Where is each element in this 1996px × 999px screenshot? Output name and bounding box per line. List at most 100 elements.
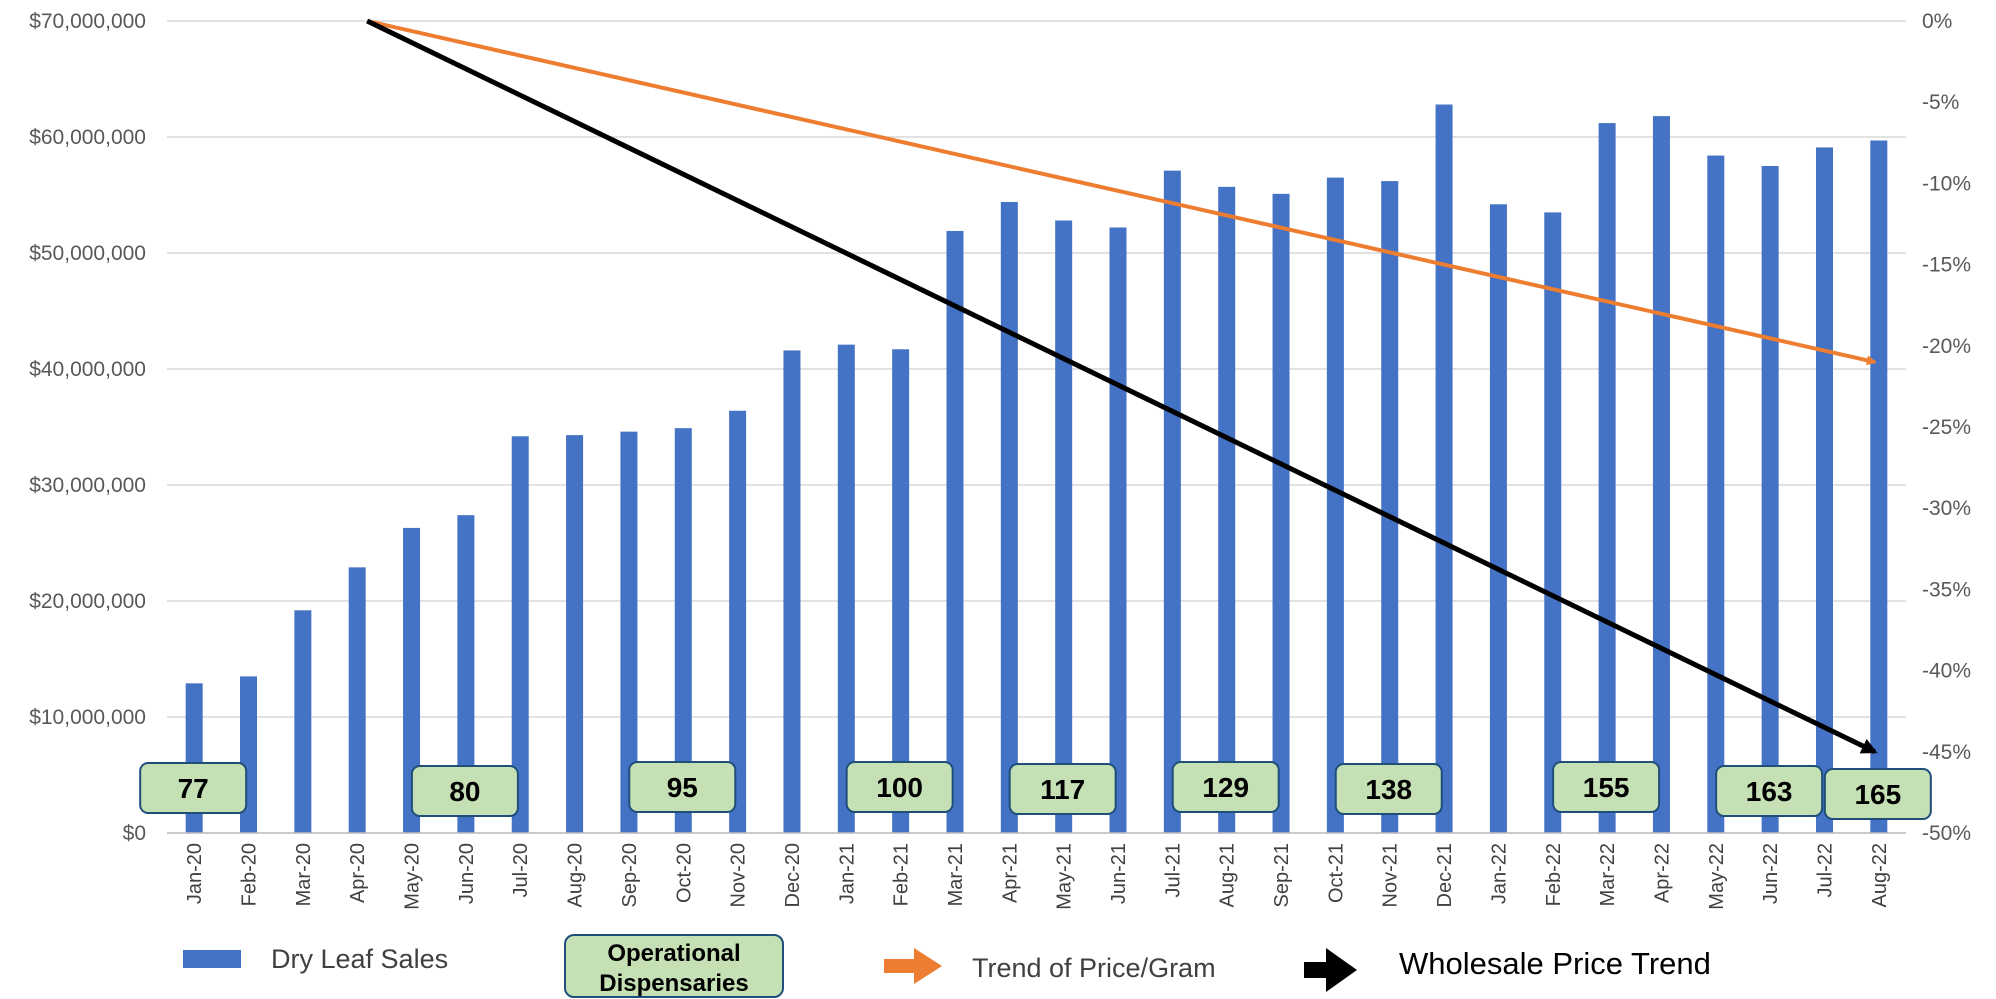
- x-tick-label: Feb-20: [239, 843, 261, 906]
- bar: [1055, 220, 1073, 833]
- x-tick-label: May-20: [402, 843, 424, 910]
- bar: [1815, 147, 1833, 833]
- x-tick-label: Jan-22: [1488, 843, 1510, 904]
- legend-wholesale-price-trend-label: Wholesale Price Trend: [1399, 946, 1711, 981]
- dispensary-count-label: 95: [667, 772, 698, 803]
- bar: [1870, 140, 1888, 834]
- dispensary-label-box: [1715, 765, 1824, 817]
- y-right-tick-label: -35%: [1922, 578, 1971, 601]
- legend: Dry Leaf Sales Operational Dispensaries …: [183, 934, 1711, 998]
- legend-dry-leaf-sales-label: Dry Leaf Sales: [271, 944, 448, 974]
- x-tick-label: Jul-20: [510, 843, 532, 897]
- bar: [1163, 170, 1181, 833]
- y-right-tick-label: -30%: [1922, 497, 1971, 520]
- x-tick-label: May-22: [1706, 843, 1728, 910]
- dispensary-label-box: [845, 761, 954, 813]
- y-left-tick-label: $0: [123, 822, 146, 845]
- bar: [566, 435, 584, 833]
- legend-dry-leaf-sales-swatch: [183, 950, 241, 968]
- y-left-tick-label: $70,000,000: [29, 10, 146, 33]
- dispensary-label-box: [139, 762, 248, 814]
- dispensary-count-label: 100: [876, 772, 923, 803]
- wholesale-price-trend-arrow: [366, 18, 1878, 755]
- y-right-tick-label: -45%: [1922, 741, 1971, 764]
- bar: [892, 349, 910, 833]
- dispensary-label-box: [1334, 763, 1443, 815]
- dispensary-label-box: [410, 765, 519, 817]
- bar: [1707, 155, 1725, 833]
- x-tick-label: Aug-21: [1217, 843, 1239, 908]
- bar: [1218, 186, 1236, 833]
- y-right-tick-label: -15%: [1922, 254, 1971, 277]
- legend-wholesale-arrow-icon: [1304, 948, 1357, 992]
- dispensary-label-box: [1171, 761, 1280, 813]
- bar: [1000, 201, 1018, 833]
- x-tick-label: Jun-22: [1760, 843, 1782, 904]
- y-right-tick-label: -20%: [1922, 335, 1971, 358]
- y-left-tick-label: $40,000,000: [29, 358, 146, 381]
- x-tick-label: Mar-21: [945, 843, 967, 906]
- x-tick-label: Feb-22: [1543, 843, 1565, 906]
- bar: [1544, 212, 1562, 833]
- x-tick-label: Dec-20: [782, 843, 804, 907]
- bar: [1652, 116, 1670, 834]
- y-left-tick-label: $50,000,000: [29, 242, 146, 265]
- price-gram-trend-arrow: [366, 19, 1877, 366]
- y-left-tick-label: $20,000,000: [29, 590, 146, 613]
- bar: [1326, 177, 1344, 834]
- dispensary-count-label: 77: [178, 773, 209, 804]
- legend-price-gram-arrow-icon: [884, 948, 942, 984]
- y-right-tick-label: -10%: [1922, 172, 1971, 195]
- bar: [1598, 123, 1616, 833]
- axes: $0 $10,000,000 $20,000,000 $30,000,000 $40,0…: [29, 10, 1971, 910]
- x-tick-label: Apr-20: [347, 843, 369, 903]
- x-tick-label: Jun-21: [1108, 843, 1130, 904]
- y-right-tick-label: -5%: [1922, 91, 1959, 114]
- legend-operational-dispensaries-box: [564, 934, 784, 998]
- legend-operational-dispensaries-line1: Operational: [607, 940, 740, 967]
- bar: [729, 410, 747, 833]
- bar: [1381, 181, 1399, 833]
- bar: [837, 344, 855, 833]
- bar: [1109, 227, 1127, 834]
- x-tick-label: Aug-20: [565, 843, 587, 908]
- bar: [348, 567, 366, 833]
- dispensary-label-box: [628, 761, 737, 813]
- legend-operational-dispensaries-line2: Dispensaries: [599, 970, 748, 997]
- y-left-tick-label: $60,000,000: [29, 126, 146, 149]
- bar: [294, 610, 312, 833]
- x-tick-label: Jan-21: [836, 843, 858, 904]
- x-tick-label: Sep-21: [1271, 843, 1293, 908]
- bar: [1272, 193, 1290, 834]
- y-right-tick-label: -40%: [1922, 660, 1971, 683]
- dispensary-count-label: 117: [1040, 774, 1085, 805]
- x-tick-label: Jun-20: [456, 843, 478, 904]
- bar: [783, 350, 801, 833]
- bar: [1761, 166, 1779, 833]
- y-right-tick-label: -50%: [1922, 822, 1971, 845]
- dispensary-label-box: [1823, 768, 1932, 820]
- x-tick-label: Feb-21: [891, 843, 913, 906]
- x-tick-label: Nov-21: [1380, 843, 1402, 907]
- bar: [620, 431, 638, 833]
- dispensary-count-label: 165: [1854, 779, 1901, 810]
- bar: [1435, 104, 1453, 833]
- bar: [1489, 204, 1507, 833]
- dispensary-count-label: 80: [449, 776, 480, 807]
- y-right-tick-label: 0%: [1922, 10, 1952, 33]
- dispensary-count-label: 155: [1583, 772, 1630, 803]
- y-left-tick-label: $30,000,000: [29, 474, 146, 497]
- dispensary-count-labels: 77 80 95 100 117 129 138 155 163 165: [139, 761, 1932, 820]
- bar: [457, 515, 475, 833]
- dispensary-label-box: [1552, 761, 1661, 813]
- bar: [403, 527, 421, 833]
- y-right-tick-label: -25%: [1922, 416, 1971, 439]
- x-tick-label: Apr-21: [999, 843, 1021, 903]
- x-tick-label: May-21: [1054, 843, 1076, 910]
- x-tick-label: Mar-22: [1597, 843, 1619, 906]
- bar-series-dry-leaf-sales: [185, 104, 1888, 834]
- dispensary-label-box: [1008, 763, 1117, 815]
- dispensary-count-label: 163: [1746, 776, 1793, 807]
- dispensary-count-label: 138: [1365, 774, 1412, 805]
